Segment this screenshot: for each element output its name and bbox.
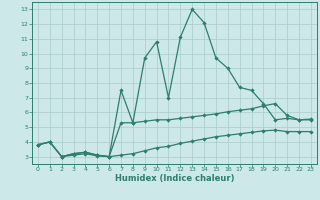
X-axis label: Humidex (Indice chaleur): Humidex (Indice chaleur) <box>115 174 234 183</box>
